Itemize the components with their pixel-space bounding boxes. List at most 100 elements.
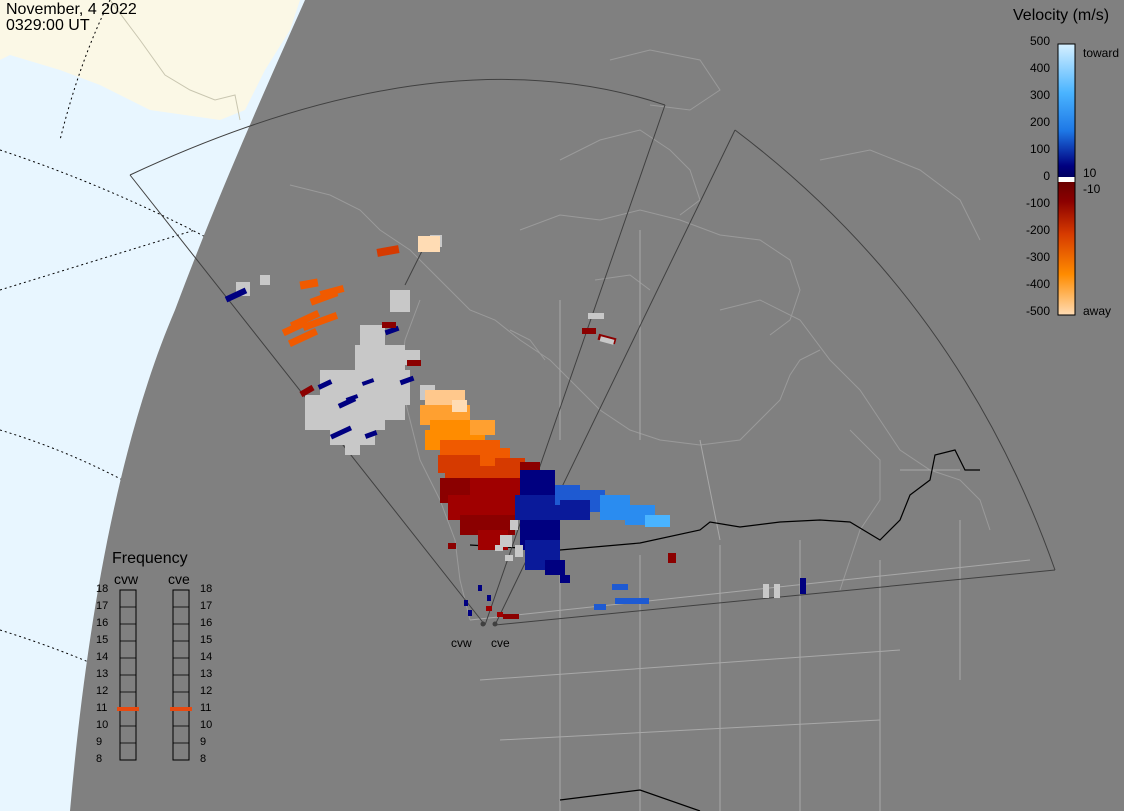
frequency-level-right: 17 — [200, 600, 213, 612]
scatter-cell — [464, 600, 468, 606]
frequency-level-left: 8 — [96, 753, 103, 765]
velocity-tick-3: 200 — [1029, 115, 1050, 129]
plus-threshold-label: 10 — [1083, 166, 1097, 180]
us-canada-border — [469, 449, 980, 551]
scatter-cell — [345, 440, 360, 455]
scatter-cell — [317, 379, 333, 390]
velocity-tick-8: -300 — [1025, 250, 1050, 264]
frequency-level-left: 18 — [96, 583, 109, 595]
scatter-cell — [281, 318, 309, 337]
scatter-cell — [588, 313, 604, 319]
scatter-cell — [319, 285, 345, 298]
scatter-cell — [560, 500, 590, 520]
scatter-cell — [486, 606, 492, 611]
scatter-cell — [615, 598, 649, 604]
freq-col-cve: cve — [168, 571, 190, 587]
time-label: 0329:00 UT — [6, 17, 90, 34]
frequency-level-left: 12 — [96, 685, 109, 697]
frequency-level-right: 8 — [200, 753, 207, 765]
scatter-cell — [260, 275, 270, 285]
scatter-cell — [500, 535, 512, 547]
scatter-cell — [299, 384, 315, 398]
scatter-cell — [360, 325, 385, 350]
toward-label: toward — [1083, 46, 1120, 60]
site-marker-cve — [492, 621, 498, 627]
freq-col-cvw: cvw — [114, 571, 139, 587]
velocity-tick-5: 0 — [1043, 169, 1050, 183]
frequency-level-right: 14 — [200, 651, 213, 663]
frequency-level-right: 15 — [200, 634, 213, 646]
velocity-colorbar — [1057, 43, 1076, 316]
admin-borders — [469, 230, 1031, 811]
scatter-cell — [495, 458, 525, 473]
frequency-level-right: 10 — [200, 719, 213, 731]
scatter-cell — [668, 553, 676, 563]
frequency-level-left: 9 — [96, 736, 103, 748]
scatter-cell — [376, 245, 400, 257]
frequency-marker-cve — [170, 707, 192, 711]
frequency-level-right: 18 — [200, 583, 213, 595]
site-marker-cvw — [480, 621, 486, 627]
scatter-cell — [612, 584, 628, 590]
scatter-cell — [774, 584, 780, 598]
velocity-tick-0: 500 — [1029, 34, 1050, 48]
frequency-level-left: 10 — [96, 719, 109, 731]
frequency-level-left: 17 — [96, 600, 109, 612]
scatter-cell — [497, 612, 503, 617]
scatter-cell — [515, 545, 523, 557]
scatter-cell — [594, 604, 606, 610]
velocity-tick-9: -400 — [1025, 277, 1050, 291]
minus-threshold-label: -10 — [1083, 182, 1101, 196]
scatter-cell — [503, 614, 519, 619]
scatter-cell — [478, 585, 482, 591]
scatter-cell — [452, 400, 467, 412]
velocity-tick-7: -200 — [1025, 223, 1050, 237]
frequency-bars — [117, 589, 192, 761]
frequency-title: Frequency — [112, 550, 188, 567]
scatter-cell — [515, 495, 560, 520]
frequency-level-left: 11 — [96, 702, 108, 714]
scatter-cell — [385, 390, 405, 420]
scatter-cell — [487, 595, 491, 601]
scatter-cell — [384, 325, 400, 336]
day-gridlines — [0, 0, 231, 691]
scatter-cell — [468, 610, 472, 616]
velocity-scatter — [224, 235, 806, 619]
scatter-cell — [470, 420, 495, 435]
scatter-cell — [224, 287, 248, 303]
velocity-tick-10: -500 — [1025, 304, 1050, 318]
night-region — [70, 0, 1124, 811]
scatter-cell — [399, 375, 415, 386]
frequency-level-left: 15 — [96, 634, 109, 646]
frequency-level-right: 12 — [200, 685, 213, 697]
scatter-cell — [495, 545, 503, 551]
scatter-cell — [510, 520, 518, 530]
frequency-level-right: 9 — [200, 736, 207, 748]
scatter-cell — [287, 327, 319, 348]
scatter-cell — [301, 312, 339, 331]
frequency-level-right: 13 — [200, 668, 213, 680]
site-label-cve: cve — [491, 636, 510, 650]
scatter-cell — [364, 430, 378, 439]
scatter-cell — [599, 336, 615, 345]
site-label-cvw: cvw — [451, 636, 472, 650]
scatter-cell — [560, 575, 570, 583]
scatter-cell — [299, 278, 319, 290]
scatter-cell — [582, 328, 596, 334]
frequency-level-right: 11 — [200, 702, 212, 714]
scatter-cell — [448, 543, 456, 549]
us-mexico-border — [559, 789, 701, 811]
date-label: November, 4 2022 — [6, 1, 137, 18]
frequency-level-left: 14 — [96, 651, 109, 663]
scatter-cell — [505, 555, 513, 561]
frequency-marker-cvw — [117, 707, 139, 711]
frequency-level-left: 16 — [96, 617, 109, 629]
scatter-cell — [390, 290, 410, 312]
velocity-tick-4: 100 — [1029, 142, 1050, 156]
scatter-cell — [800, 578, 806, 594]
scatter-cell — [345, 394, 359, 402]
frequency-level-left: 13 — [96, 668, 109, 680]
scatter-cell — [545, 560, 565, 575]
away-label: away — [1083, 304, 1112, 318]
